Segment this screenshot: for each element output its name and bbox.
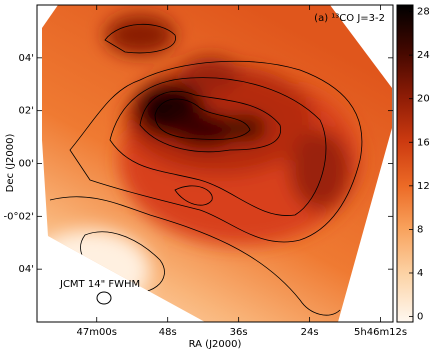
y-tick-label: 04': [19, 53, 34, 64]
x-tick-label: 5h46m12s: [354, 327, 407, 338]
colorbar-tick-label: 28: [417, 7, 430, 18]
colorbar-tick-label: 0: [417, 312, 423, 323]
colorbar-tick-label: 20: [417, 94, 430, 105]
x-tick-label: 47m00s: [77, 327, 117, 338]
x-tick-label: 24s: [301, 327, 319, 338]
beam-label: JCMT 14" FWHM: [59, 279, 140, 290]
colorbar-tick-label: 8: [417, 224, 423, 235]
y-tick-label: 04': [19, 264, 34, 275]
y-tick-label: -0°02': [4, 211, 34, 222]
beam: [96, 291, 112, 305]
y-tick-label: 02': [19, 106, 34, 117]
x-tick-label: 36s: [230, 327, 248, 338]
colorbar-tick-label: 4: [417, 268, 423, 279]
colorbar-tick-label: 12: [417, 181, 430, 192]
annotation: (a) ¹³CO J=3-2: [314, 13, 385, 24]
colorbar-tick-label: 16: [417, 137, 430, 148]
y-axis-label: Dec (J2000): [5, 134, 16, 193]
colorbar-tick-label: 24: [417, 50, 430, 61]
y-tick-label: 00': [19, 159, 34, 170]
colorbar: [396, 4, 414, 323]
x-tick-label: 48s: [159, 327, 177, 338]
contours: [49, 23, 363, 316]
map-image: [42, 5, 392, 322]
x-axis-label: RA (J2000): [189, 339, 242, 350]
